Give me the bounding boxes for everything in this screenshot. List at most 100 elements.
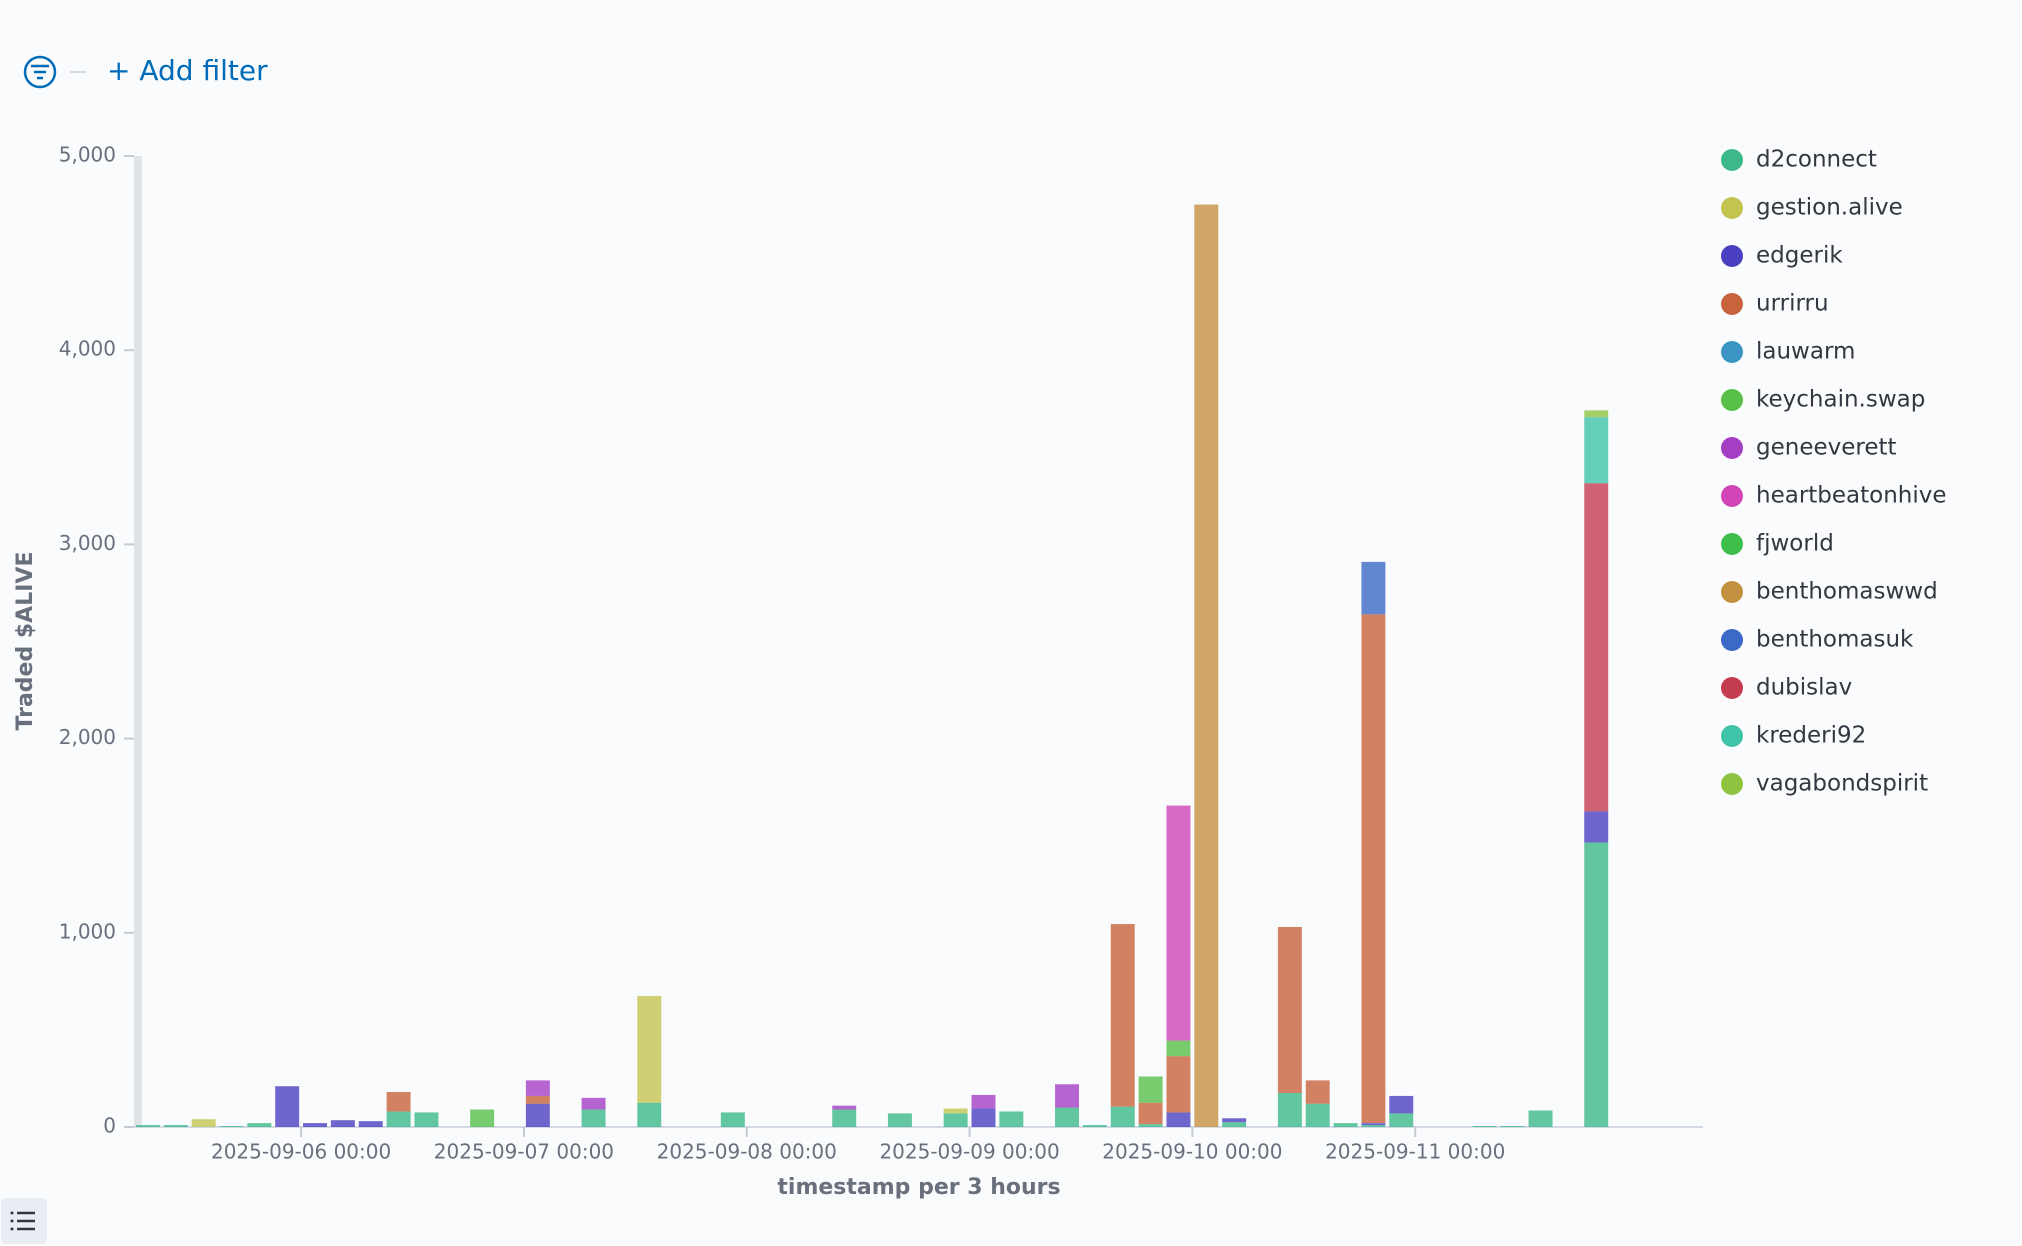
x-axis-title: timestamp per 3 hours — [777, 1175, 1060, 1200]
x-tick-label: 2025-09-07 00:00 — [434, 1140, 614, 1164]
legend-swatch[interactable] — [1721, 197, 1743, 219]
y-tick-label: 1,000 — [59, 919, 116, 943]
x-tick-label: 2025-09-06 00:00 — [211, 1140, 391, 1164]
bar-segment — [275, 1086, 300, 1127]
y-axis-title: Traded $ALIVE — [13, 552, 38, 731]
bar-segment — [247, 1123, 272, 1127]
legend-label[interactable]: fjworld — [1756, 531, 1834, 557]
bar-segment — [1389, 1113, 1414, 1127]
bar-segment — [1166, 805, 1191, 1041]
bar-segment — [1361, 1123, 1386, 1126]
bar-segment — [1082, 1125, 1107, 1127]
bar-segment — [1166, 1112, 1191, 1127]
bar-segment — [135, 1125, 160, 1127]
bar-segment — [1194, 204, 1219, 1128]
bar-segment — [943, 1108, 968, 1114]
legend-swatch[interactable] — [1721, 725, 1743, 747]
bar-segment — [386, 1111, 411, 1127]
bar-segment — [470, 1109, 495, 1127]
legend-swatch[interactable] — [1721, 245, 1743, 267]
bar-segment — [1389, 1095, 1414, 1114]
bar-segment — [1055, 1084, 1080, 1108]
bar-segment — [525, 1080, 550, 1096]
bar-segment — [1222, 1122, 1247, 1127]
add-filter[interactable]: + Add filter — [107, 54, 268, 87]
bar-segment — [1277, 926, 1302, 1094]
bar-segment — [637, 1102, 662, 1127]
bar-segment — [219, 1126, 244, 1127]
legend-label[interactable]: lauwarm — [1756, 339, 1855, 365]
y-tick-label: 4,000 — [59, 337, 116, 361]
filter-button[interactable] — [23, 55, 57, 89]
legend-label[interactable]: keychain.swap — [1756, 387, 1925, 413]
legend-swatch[interactable] — [1721, 293, 1743, 315]
bar-segment — [832, 1105, 857, 1110]
x-tick-label: 2025-09-11 00:00 — [1325, 1140, 1505, 1164]
bar-segment — [1166, 1040, 1191, 1057]
y-tick-label: 3,000 — [59, 531, 116, 555]
bar-segment — [832, 1109, 857, 1127]
x-tick-label: 2025-09-08 00:00 — [657, 1140, 837, 1164]
bar-segment — [1584, 483, 1609, 812]
bar-segment — [1305, 1080, 1330, 1104]
bar-segment — [1361, 614, 1386, 1124]
legend-label[interactable]: vagabondspirit — [1756, 771, 1928, 797]
legend-swatch[interactable] — [1721, 773, 1743, 795]
legend-swatch[interactable] — [1721, 485, 1743, 507]
bar-segment — [1110, 1106, 1135, 1127]
y-axis-line — [134, 156, 142, 1127]
bar-segment — [1528, 1110, 1553, 1127]
bar-segment — [163, 1125, 188, 1127]
y-tick-label: 0 — [103, 1114, 116, 1138]
bar-segment — [971, 1094, 996, 1109]
bar-segment — [1584, 811, 1609, 843]
bar-segment — [1305, 1103, 1330, 1127]
bar-segment — [525, 1103, 550, 1127]
bar-segment — [1472, 1126, 1497, 1127]
legend-label[interactable]: heartbeatonhive — [1756, 483, 1947, 509]
legend-swatch[interactable] — [1721, 341, 1743, 363]
bar-segment — [1138, 1102, 1163, 1125]
x-tick-label: 2025-09-09 00:00 — [879, 1140, 1059, 1164]
bar-segment — [303, 1123, 328, 1127]
legend-label[interactable]: d2connect — [1756, 147, 1877, 173]
bar-segment — [943, 1113, 968, 1127]
bar-segment — [1138, 1124, 1163, 1127]
bar-segment — [581, 1109, 606, 1127]
y-tick-label: 2,000 — [59, 725, 116, 749]
bar-segment — [720, 1112, 745, 1127]
bar-segment — [1584, 410, 1609, 418]
legend-label[interactable]: benthomaswwd — [1756, 579, 1938, 605]
bar-segment — [1333, 1123, 1358, 1127]
legend-swatch[interactable] — [1721, 533, 1743, 555]
legend-label[interactable]: dubislav — [1756, 675, 1852, 701]
bar-segment — [1277, 1093, 1302, 1127]
bar-segment — [1500, 1126, 1525, 1127]
legend-swatch[interactable] — [1721, 581, 1743, 603]
bar-segment — [887, 1113, 912, 1127]
legend-label[interactable]: edgerik — [1756, 243, 1843, 269]
bar-segment — [414, 1112, 439, 1127]
x-tick-label: 2025-09-10 00:00 — [1102, 1140, 1282, 1164]
legend-swatch[interactable] — [1721, 149, 1743, 171]
bar-segment — [999, 1111, 1024, 1127]
legend-swatch[interactable] — [1721, 437, 1743, 459]
legend-swatch[interactable] — [1721, 677, 1743, 699]
legend-swatch[interactable] — [1721, 389, 1743, 411]
legend-label[interactable]: krederi92 — [1756, 723, 1866, 749]
bar-segment — [1361, 1125, 1386, 1127]
bar-segment — [386, 1092, 411, 1112]
legend-label[interactable]: urrirru — [1756, 291, 1829, 317]
bar-segment — [330, 1120, 355, 1127]
y-tick-label: 5,000 — [59, 143, 116, 167]
legend-swatch[interactable] — [1721, 629, 1743, 651]
bar-segment — [191, 1119, 216, 1127]
legend-label[interactable]: geneeverett — [1756, 435, 1897, 461]
bar-segment — [581, 1097, 606, 1110]
legend-label[interactable]: benthomasuk — [1756, 627, 1914, 653]
bar-segment — [525, 1095, 550, 1104]
legend-label[interactable]: gestion.alive — [1756, 195, 1903, 221]
legend-toggle[interactable] — [1, 1198, 47, 1244]
bar-segment — [1584, 842, 1609, 1127]
